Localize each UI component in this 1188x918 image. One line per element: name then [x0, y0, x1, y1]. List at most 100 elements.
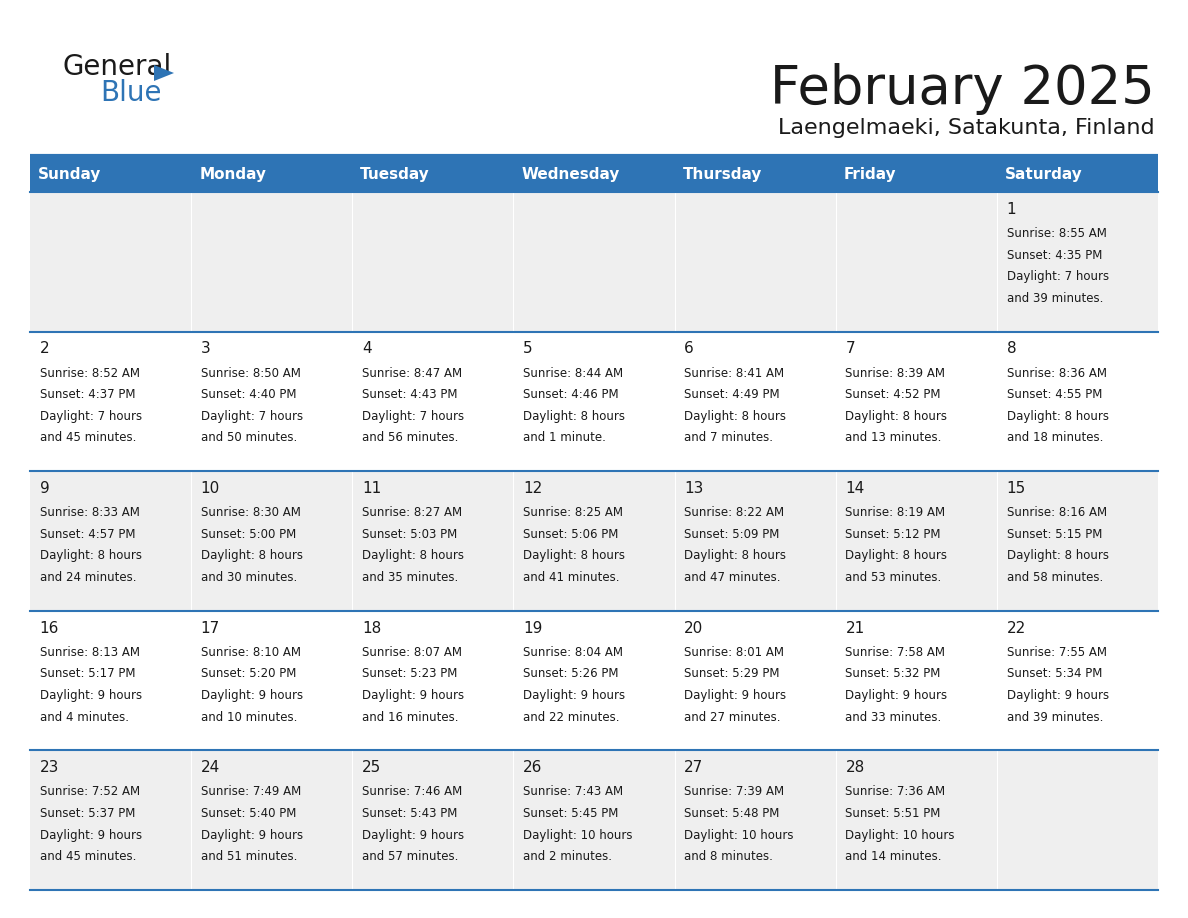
Text: and 27 minutes.: and 27 minutes. — [684, 711, 781, 723]
Text: Sunset: 5:20 PM: Sunset: 5:20 PM — [201, 667, 296, 680]
Text: Sunset: 5:12 PM: Sunset: 5:12 PM — [846, 528, 941, 541]
Bar — [30, 471, 1158, 610]
Text: Daylight: 9 hours: Daylight: 9 hours — [39, 829, 141, 842]
Text: Daylight: 9 hours: Daylight: 9 hours — [201, 829, 303, 842]
Text: Sunrise: 8:47 AM: Sunrise: 8:47 AM — [362, 366, 462, 379]
Text: Thursday: Thursday — [683, 166, 762, 182]
Text: 2: 2 — [39, 341, 49, 356]
Text: Sunset: 4:40 PM: Sunset: 4:40 PM — [201, 388, 296, 401]
Text: and 53 minutes.: and 53 minutes. — [846, 571, 942, 584]
Text: Daylight: 8 hours: Daylight: 8 hours — [523, 409, 625, 423]
Text: 14: 14 — [846, 481, 865, 496]
Text: Daylight: 9 hours: Daylight: 9 hours — [684, 689, 786, 702]
Text: Sunrise: 7:43 AM: Sunrise: 7:43 AM — [523, 785, 624, 799]
Bar — [30, 610, 1158, 750]
Text: Sunrise: 8:25 AM: Sunrise: 8:25 AM — [523, 506, 623, 519]
Text: 13: 13 — [684, 481, 703, 496]
Text: Monday: Monday — [200, 166, 266, 182]
Text: Sunset: 4:52 PM: Sunset: 4:52 PM — [846, 388, 941, 401]
Text: Sunrise: 8:22 AM: Sunrise: 8:22 AM — [684, 506, 784, 519]
Text: Daylight: 9 hours: Daylight: 9 hours — [846, 689, 948, 702]
Text: 24: 24 — [201, 760, 220, 775]
Text: Sunrise: 8:39 AM: Sunrise: 8:39 AM — [846, 366, 946, 379]
Text: and 13 minutes.: and 13 minutes. — [846, 431, 942, 444]
Text: and 7 minutes.: and 7 minutes. — [684, 431, 773, 444]
Text: Sunrise: 8:04 AM: Sunrise: 8:04 AM — [523, 645, 623, 659]
Text: 4: 4 — [362, 341, 372, 356]
Text: Sunset: 5:45 PM: Sunset: 5:45 PM — [523, 807, 619, 820]
Text: and 51 minutes.: and 51 minutes. — [201, 850, 297, 863]
Text: and 1 minute.: and 1 minute. — [523, 431, 606, 444]
Text: and 58 minutes.: and 58 minutes. — [1006, 571, 1102, 584]
Text: Sunrise: 8:44 AM: Sunrise: 8:44 AM — [523, 366, 624, 379]
Text: Sunset: 4:35 PM: Sunset: 4:35 PM — [1006, 249, 1102, 262]
Text: Sunset: 5:37 PM: Sunset: 5:37 PM — [39, 807, 135, 820]
Text: Daylight: 7 hours: Daylight: 7 hours — [362, 409, 465, 423]
Text: Sunrise: 7:39 AM: Sunrise: 7:39 AM — [684, 785, 784, 799]
Text: Sunrise: 8:16 AM: Sunrise: 8:16 AM — [1006, 506, 1107, 519]
Text: Sunset: 4:37 PM: Sunset: 4:37 PM — [39, 388, 135, 401]
Text: Sunrise: 7:55 AM: Sunrise: 7:55 AM — [1006, 645, 1106, 659]
Text: 12: 12 — [523, 481, 543, 496]
Text: 7: 7 — [846, 341, 855, 356]
Text: Friday: Friday — [843, 166, 897, 182]
Polygon shape — [154, 65, 173, 81]
Text: Sunrise: 8:33 AM: Sunrise: 8:33 AM — [39, 506, 139, 519]
Text: and 56 minutes.: and 56 minutes. — [362, 431, 459, 444]
Text: 8: 8 — [1006, 341, 1016, 356]
Text: Sunset: 5:23 PM: Sunset: 5:23 PM — [362, 667, 457, 680]
Text: Daylight: 9 hours: Daylight: 9 hours — [362, 829, 465, 842]
Text: 16: 16 — [39, 621, 59, 635]
Text: and 33 minutes.: and 33 minutes. — [846, 711, 942, 723]
Text: Sunrise: 7:58 AM: Sunrise: 7:58 AM — [846, 645, 946, 659]
Text: and 39 minutes.: and 39 minutes. — [1006, 711, 1102, 723]
Text: Sunrise: 8:41 AM: Sunrise: 8:41 AM — [684, 366, 784, 379]
Text: Daylight: 8 hours: Daylight: 8 hours — [1006, 549, 1108, 563]
Text: Daylight: 10 hours: Daylight: 10 hours — [846, 829, 955, 842]
Text: Sunset: 5:15 PM: Sunset: 5:15 PM — [1006, 528, 1102, 541]
Text: Sunset: 5:48 PM: Sunset: 5:48 PM — [684, 807, 779, 820]
Text: Daylight: 8 hours: Daylight: 8 hours — [362, 549, 465, 563]
Text: Sunrise: 8:01 AM: Sunrise: 8:01 AM — [684, 645, 784, 659]
Bar — [30, 331, 1158, 471]
Text: Sunset: 4:57 PM: Sunset: 4:57 PM — [39, 528, 135, 541]
Text: Sunset: 5:00 PM: Sunset: 5:00 PM — [201, 528, 296, 541]
Text: 1: 1 — [1006, 202, 1016, 217]
Text: 27: 27 — [684, 760, 703, 775]
Text: and 22 minutes.: and 22 minutes. — [523, 711, 620, 723]
Text: 25: 25 — [362, 760, 381, 775]
Text: Sunrise: 8:30 AM: Sunrise: 8:30 AM — [201, 506, 301, 519]
Text: 21: 21 — [846, 621, 865, 635]
Bar — [835, 156, 997, 192]
Text: 17: 17 — [201, 621, 220, 635]
Text: Sunrise: 8:10 AM: Sunrise: 8:10 AM — [201, 645, 301, 659]
Text: Sunrise: 8:27 AM: Sunrise: 8:27 AM — [362, 506, 462, 519]
Text: Daylight: 7 hours: Daylight: 7 hours — [201, 409, 303, 423]
Text: and 10 minutes.: and 10 minutes. — [201, 711, 297, 723]
Text: Daylight: 9 hours: Daylight: 9 hours — [1006, 689, 1108, 702]
Text: Daylight: 8 hours: Daylight: 8 hours — [201, 549, 303, 563]
Text: Sunrise: 7:36 AM: Sunrise: 7:36 AM — [846, 785, 946, 799]
Bar — [30, 156, 191, 192]
Text: and 2 minutes.: and 2 minutes. — [523, 850, 612, 863]
Text: and 4 minutes.: and 4 minutes. — [39, 711, 128, 723]
Text: Sunrise: 8:50 AM: Sunrise: 8:50 AM — [201, 366, 301, 379]
Text: 26: 26 — [523, 760, 543, 775]
Text: Sunrise: 8:55 AM: Sunrise: 8:55 AM — [1006, 227, 1106, 240]
Text: and 45 minutes.: and 45 minutes. — [39, 431, 137, 444]
Text: and 57 minutes.: and 57 minutes. — [362, 850, 459, 863]
Bar — [30, 192, 1158, 331]
Text: Sunset: 4:43 PM: Sunset: 4:43 PM — [362, 388, 457, 401]
Text: Sunset: 4:49 PM: Sunset: 4:49 PM — [684, 388, 779, 401]
Text: Sunset: 5:51 PM: Sunset: 5:51 PM — [846, 807, 941, 820]
Text: Sunset: 5:34 PM: Sunset: 5:34 PM — [1006, 667, 1102, 680]
Text: Daylight: 8 hours: Daylight: 8 hours — [1006, 409, 1108, 423]
Text: 6: 6 — [684, 341, 694, 356]
Text: Sunrise: 8:36 AM: Sunrise: 8:36 AM — [1006, 366, 1106, 379]
Text: Sunset: 5:26 PM: Sunset: 5:26 PM — [523, 667, 619, 680]
Text: 9: 9 — [39, 481, 50, 496]
Text: Sunrise: 7:52 AM: Sunrise: 7:52 AM — [39, 785, 140, 799]
Text: Daylight: 9 hours: Daylight: 9 hours — [523, 689, 625, 702]
Text: Daylight: 10 hours: Daylight: 10 hours — [684, 829, 794, 842]
Text: Daylight: 8 hours: Daylight: 8 hours — [39, 549, 141, 563]
